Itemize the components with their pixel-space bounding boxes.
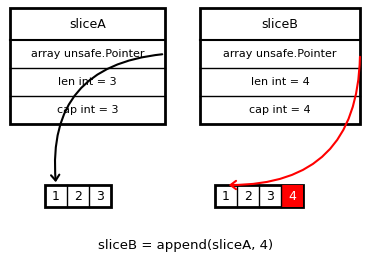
Bar [281, 185, 303, 207]
Text: len int = 3: len int = 3 [58, 77, 117, 87]
Bar [215, 185, 303, 207]
Text: cap int = 3: cap int = 3 [57, 105, 118, 115]
Text: 2: 2 [74, 190, 82, 203]
Text: 3: 3 [96, 190, 104, 203]
Text: 4: 4 [288, 190, 296, 203]
Text: array unsafe.Pointer: array unsafe.Pointer [31, 49, 144, 59]
Text: len int = 4: len int = 4 [251, 77, 310, 87]
Text: array unsafe.Pointer: array unsafe.Pointer [223, 49, 337, 59]
Text: 1: 1 [222, 190, 230, 203]
Text: sliceB: sliceB [262, 17, 298, 30]
Bar [45, 185, 111, 207]
Text: sliceA: sliceA [69, 17, 106, 30]
Text: 2: 2 [244, 190, 252, 203]
Text: 1: 1 [52, 190, 60, 203]
Text: 3: 3 [266, 190, 274, 203]
Text: cap int = 4: cap int = 4 [249, 105, 311, 115]
Text: sliceB = append(sliceA, 4): sliceB = append(sliceA, 4) [99, 238, 273, 251]
Bar [200, 8, 360, 124]
Bar [10, 8, 165, 124]
